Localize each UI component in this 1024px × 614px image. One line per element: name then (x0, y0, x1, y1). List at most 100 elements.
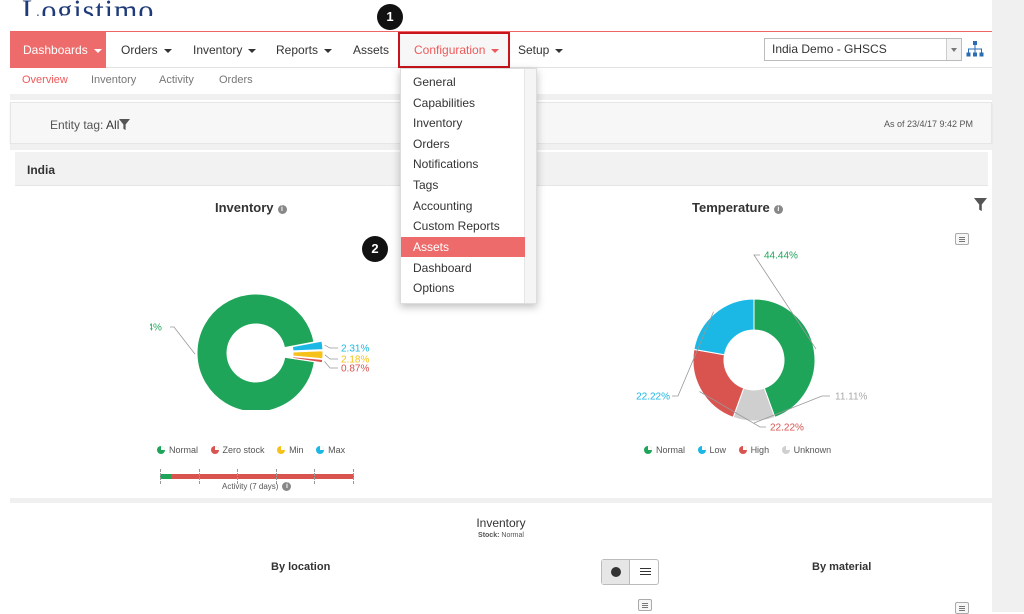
caret-down-icon (555, 48, 564, 53)
menu-item-assets[interactable]: Assets (401, 237, 525, 257)
activity-tick (276, 469, 277, 484)
caret-down-icon (491, 48, 500, 53)
slice-data-label: 2.31% (341, 344, 369, 355)
activity-tick (353, 469, 354, 484)
nav-configuration-label: Configuration (414, 43, 486, 57)
caret-down-icon (93, 48, 102, 53)
temperature-chart-title: Temperature i (692, 200, 783, 215)
donut-slice-zero-stock[interactable] (292, 356, 324, 364)
legend-label: Max (328, 445, 346, 455)
inventory-map-panel: Inventory Stock: Normal By location By m… (10, 503, 992, 614)
subtab-inventory[interactable]: Inventory (91, 74, 137, 86)
info-icon[interactable]: i (773, 205, 783, 214)
legend-item-normal[interactable]: Normal (644, 445, 685, 455)
temperature-legend: Normal Low High Unknown (644, 445, 841, 455)
info-icon[interactable]: i (277, 205, 287, 214)
menu-item-dashboard[interactable]: Dashboard (413, 261, 472, 275)
chart-menu-icon[interactable] (638, 599, 652, 611)
slice-data-label: 22.22% (770, 423, 804, 434)
menu-item-orders[interactable]: Orders (413, 137, 450, 151)
slice-data-label: 44.44% (764, 251, 798, 262)
slice-data-label: 11.11% (835, 392, 868, 403)
nav-assets[interactable]: Assets (353, 32, 389, 68)
stock-label: Stock: (478, 532, 500, 539)
label-connector (753, 254, 817, 350)
activity-tick (314, 469, 315, 484)
subtab-activity[interactable]: Activity (159, 74, 194, 86)
inventory-donut-chart: 94.64% 2.31%2.18%0.87% (150, 293, 369, 410)
menu-item-inventory[interactable]: Inventory (413, 116, 463, 130)
select-arrow-icon[interactable] (946, 39, 961, 60)
legend-max-icon (316, 446, 325, 454)
entity-tag-filter[interactable]: Entity tag: All (50, 118, 119, 132)
legend-label: Normal (169, 445, 199, 455)
label-connector (753, 395, 830, 424)
caret-down-icon (163, 48, 172, 53)
activity-bar[interactable] (160, 474, 354, 479)
legend-normal-icon (157, 446, 165, 454)
subtab-orders[interactable]: Orders (219, 74, 253, 86)
globe-icon[interactable] (602, 560, 630, 584)
legend-item-max[interactable]: Max (316, 445, 345, 455)
nav-dashboards-label: Dashboards (23, 43, 88, 57)
donut-slice-normal[interactable] (196, 293, 315, 410)
legend-zero-stock-icon (210, 446, 219, 454)
nav-setup[interactable]: Setup (518, 32, 564, 68)
menu-item-custom-reports[interactable]: Custom Reports (413, 219, 500, 233)
legend-item-unknown[interactable]: Unknown (781, 445, 831, 455)
donut-slice-high[interactable] (692, 348, 745, 418)
legend-high-icon (738, 446, 747, 454)
donut-slice-min[interactable] (292, 350, 324, 360)
nav-inventory[interactable]: Inventory (193, 32, 257, 68)
nav-configuration[interactable]: Configuration (398, 32, 510, 68)
legend-item-min[interactable]: Min (277, 445, 304, 455)
region-name: India (27, 163, 56, 177)
legend-item-normal[interactable]: Normal (157, 445, 198, 455)
chart-menu-icon[interactable] (955, 233, 969, 245)
inventory-legend: Normal Zero stock Min Max (157, 445, 355, 455)
donut-slice-low[interactable] (693, 298, 755, 356)
activity-tick (199, 469, 200, 484)
info-icon[interactable]: i (282, 482, 292, 491)
as-of-timestamp: As of 23/4/17 9:42 PM (883, 119, 973, 129)
filter-icon[interactable] (119, 119, 130, 130)
legend-item-zero-stock[interactable]: Zero stock (210, 445, 265, 455)
step-badge-2: 2 (362, 236, 388, 262)
label-connector (324, 354, 338, 360)
menu-item-options[interactable]: Options (413, 281, 455, 295)
temperature-chart-title-text: Temperature (692, 200, 770, 215)
menu-item-tags[interactable]: Tags (413, 178, 439, 192)
nav-reports[interactable]: Reports (276, 32, 333, 68)
domain-select-value: India Demo - GHSCS (772, 42, 887, 56)
menu-item-accounting[interactable]: Accounting (413, 199, 473, 213)
app-logo[interactable]: Logistimo (22, 0, 154, 16)
slice-data-label: 2.18% (341, 355, 369, 366)
donut-slice-max[interactable] (291, 340, 324, 352)
dropdown-scrollbar[interactable] (524, 69, 536, 303)
label-connector (170, 326, 196, 355)
legend-item-low[interactable]: Low (697, 445, 726, 455)
inventory-chart-title: Inventory i (215, 200, 287, 215)
section-subtitle: Stock: Normal (10, 532, 992, 539)
left-gutter (0, 0, 10, 612)
nav-orders[interactable]: Orders (121, 32, 172, 68)
legend-normal-icon (644, 446, 652, 454)
menu-item-capabilities[interactable]: Capabilities (413, 96, 476, 110)
menu-item-notifications[interactable]: Notifications (413, 157, 479, 171)
filter-icon[interactable] (974, 198, 987, 211)
caret-down-icon (248, 48, 257, 53)
legend-item-high[interactable]: High (738, 445, 769, 455)
nav-assets-label: Assets (353, 43, 390, 57)
donut-slice-normal[interactable] (753, 298, 816, 418)
stock-value: Normal (501, 532, 524, 539)
entity-tag-label: Entity tag: (50, 118, 104, 132)
menu-item-general[interactable]: General (413, 75, 456, 89)
label-connector (699, 391, 766, 428)
subtab-overview[interactable]: Overview (22, 74, 68, 86)
domain-select[interactable]: India Demo - GHSCS (764, 38, 962, 61)
hierarchy-icon[interactable] (966, 40, 984, 58)
nav-dashboards[interactable]: Dashboards (10, 32, 106, 68)
activity-tick (237, 469, 238, 484)
chart-menu-icon[interactable] (955, 602, 969, 614)
